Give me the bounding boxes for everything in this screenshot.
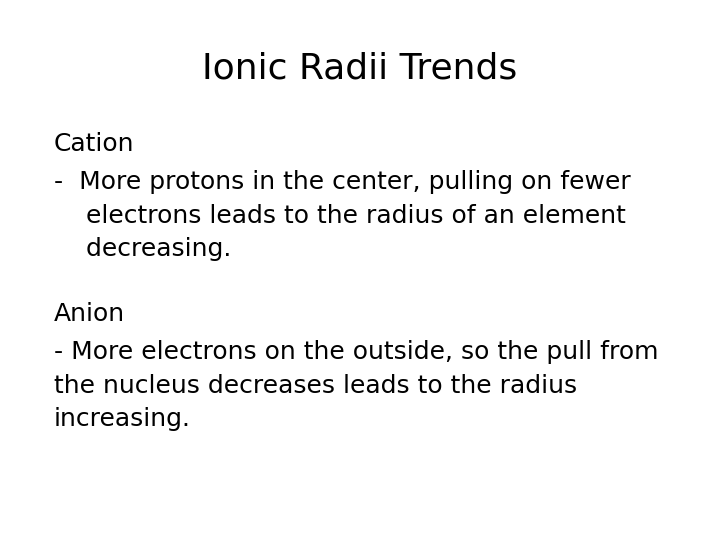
Text: Ionic Radii Trends: Ionic Radii Trends — [202, 51, 518, 85]
Text: - More electrons on the outside, so the pull from
the nucleus decreases leads to: - More electrons on the outside, so the … — [54, 340, 659, 431]
Text: -  More protons in the center, pulling on fewer
    electrons leads to the radiu: - More protons in the center, pulling on… — [54, 170, 631, 261]
Text: Cation: Cation — [54, 132, 135, 156]
Text: Anion: Anion — [54, 302, 125, 326]
